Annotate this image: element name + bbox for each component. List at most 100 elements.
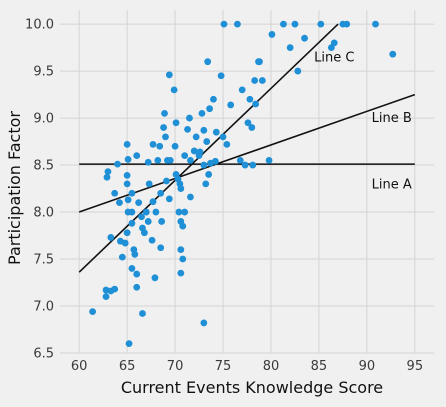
- data-point: [148, 236, 156, 244]
- data-point: [133, 283, 141, 291]
- data-point: [123, 140, 131, 148]
- data-point: [177, 269, 185, 277]
- data-point: [190, 147, 198, 155]
- data-point: [128, 208, 136, 216]
- data-point: [162, 133, 169, 141]
- data-point: [145, 180, 153, 188]
- x-tick-label: 70: [167, 359, 184, 374]
- data-point: [157, 189, 165, 197]
- data-point: [246, 95, 254, 103]
- data-point: [192, 133, 200, 141]
- data-point: [144, 158, 152, 166]
- x-tick-label: 95: [407, 359, 424, 374]
- y-tick-label: 7.0: [33, 300, 54, 315]
- y-tick-label: 8.5: [33, 159, 54, 174]
- line-b-label: Line B: [372, 111, 412, 126]
- data-point: [258, 77, 266, 84]
- data-point: [291, 20, 299, 28]
- data-point: [125, 340, 133, 348]
- line-c-label: Line C: [314, 51, 354, 66]
- data-point: [203, 138, 211, 145]
- data-point: [220, 20, 228, 28]
- y-tick-label: 10.0: [25, 18, 54, 33]
- data-point: [241, 161, 249, 169]
- x-tick-label: 85: [311, 359, 328, 374]
- data-point: [196, 148, 204, 156]
- data-point: [217, 72, 225, 80]
- line-c-stroke: [78, 23, 339, 273]
- data-point: [200, 319, 208, 327]
- data-point: [123, 229, 131, 237]
- data-point: [236, 156, 244, 164]
- data-point: [158, 218, 166, 225]
- data-point: [152, 208, 160, 216]
- y-tick-label: 9.5: [33, 65, 54, 80]
- data-points: [89, 20, 397, 348]
- data-point: [163, 177, 170, 185]
- data-point: [389, 50, 397, 58]
- data-point: [111, 189, 119, 197]
- data-point: [166, 156, 174, 164]
- data-point: [212, 128, 220, 136]
- data-point: [157, 244, 165, 252]
- data-point: [128, 265, 136, 272]
- data-point: [251, 77, 259, 84]
- data-point: [139, 310, 146, 317]
- data-point: [154, 156, 162, 164]
- data-point: [179, 255, 187, 263]
- data-point: [140, 229, 148, 237]
- x-tick-label: 60: [71, 359, 88, 374]
- data-point: [210, 95, 217, 103]
- data-point: [181, 152, 189, 160]
- line-a-label: Line A: [372, 178, 412, 193]
- data-point: [156, 142, 164, 150]
- data-point: [133, 270, 141, 278]
- data-point: [151, 274, 159, 282]
- data-point: [248, 124, 256, 131]
- data-point: [187, 193, 194, 201]
- data-point: [211, 157, 219, 165]
- x-tick-label: 80: [263, 359, 280, 374]
- data-point: [317, 20, 325, 28]
- data-point: [133, 152, 141, 160]
- data-point: [116, 199, 123, 207]
- data-point: [265, 156, 273, 164]
- x-axis-label: Current Events Knowledge Score: [121, 378, 383, 397]
- data-point: [181, 208, 189, 216]
- data-point: [172, 119, 180, 127]
- data-point: [286, 44, 294, 51]
- data-point: [111, 285, 119, 293]
- data-point: [177, 185, 185, 192]
- data-point: [118, 253, 126, 261]
- data-point: [205, 171, 213, 178]
- data-point: [149, 140, 157, 148]
- data-point: [128, 189, 136, 197]
- data-point: [219, 133, 227, 141]
- data-point: [131, 250, 139, 258]
- y-tick-label: 6.5: [33, 347, 54, 362]
- data-point: [171, 142, 179, 150]
- data-point: [102, 293, 110, 301]
- data-point: [124, 156, 132, 163]
- data-point: [227, 101, 235, 109]
- data-point: [372, 20, 379, 28]
- data-point: [161, 109, 168, 117]
- tick-labels: 60 65 70 75 80 85 90 95 6.5 7.0 7.5 8.0 8.5 9.0 9.5 10.…: [25, 18, 423, 374]
- data-point: [179, 222, 187, 230]
- data-point: [103, 173, 111, 181]
- data-point: [177, 246, 185, 254]
- data-point: [89, 308, 97, 316]
- data-point: [256, 58, 263, 66]
- data-point: [343, 20, 351, 28]
- data-point: [187, 156, 194, 164]
- data-point: [128, 219, 136, 227]
- data-point: [223, 140, 231, 148]
- data-point: [121, 239, 129, 247]
- x-tick-label: 75: [215, 359, 232, 374]
- x-tick-label: 90: [359, 359, 376, 374]
- data-point: [330, 39, 338, 47]
- data-point: [114, 160, 121, 168]
- data-point: [124, 196, 132, 204]
- y-tick-label: 7.5: [33, 253, 54, 268]
